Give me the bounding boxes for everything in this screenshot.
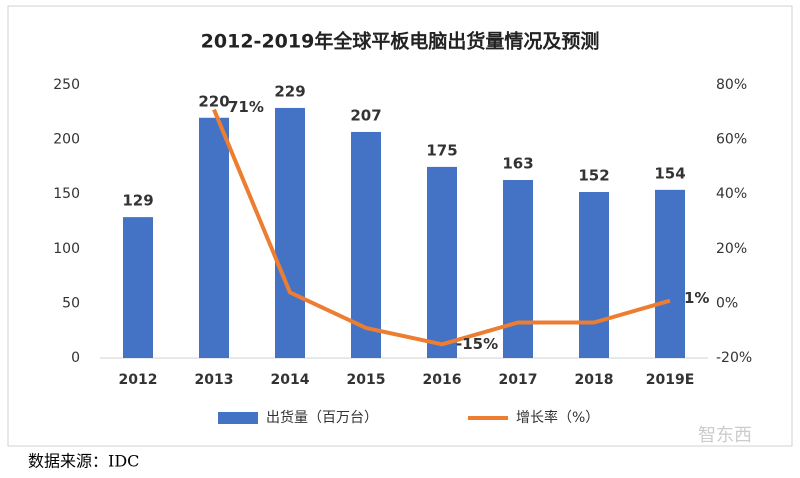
x-tick-label: 2019E — [646, 372, 695, 388]
bar-value-label: 229 — [274, 82, 305, 100]
y-tick-label: 150 — [53, 186, 80, 202]
legend-label: 出货量（百万台） — [266, 409, 378, 426]
bar-value-label: 154 — [654, 164, 685, 182]
line-value-label: 71% — [228, 98, 264, 116]
bar-value-label: 129 — [122, 192, 153, 210]
legend-label: 增长率（%） — [516, 409, 599, 426]
watermark: 智东西 — [698, 425, 752, 446]
y-tick-label: 200 — [53, 132, 80, 148]
bar-value-label: 220 — [198, 92, 229, 110]
bar-value-label: 152 — [578, 167, 609, 185]
y-tick-label: 250 — [53, 77, 80, 93]
x-tick-label: 2018 — [575, 372, 614, 388]
x-tick-label: 2015 — [347, 372, 386, 388]
bar-value-label: 175 — [426, 141, 457, 159]
y2-tick-label: 0% — [716, 295, 738, 311]
y2-tick-label: 20% — [716, 241, 747, 257]
x-tick-label: 2012 — [119, 372, 158, 388]
x-tick-label: 2017 — [499, 372, 538, 388]
bar — [503, 180, 533, 358]
bar-value-label: 207 — [350, 106, 381, 124]
y2-tick-label: 60% — [716, 132, 747, 148]
line-value-label: -15% — [456, 335, 498, 353]
y2-tick-label: 40% — [716, 186, 747, 202]
y2-tick-label: 80% — [716, 77, 747, 93]
bar — [275, 107, 305, 358]
x-tick-label: 2016 — [423, 372, 462, 388]
source-note: 数据来源：IDC — [28, 452, 139, 471]
y-tick-label: 0 — [71, 350, 80, 366]
y2-tick-label: -20% — [716, 350, 752, 366]
bar — [427, 166, 457, 358]
x-tick-label: 2013 — [195, 372, 234, 388]
line-value-label: 1% — [684, 289, 709, 307]
y-tick-label: 50 — [62, 295, 80, 311]
bar — [123, 217, 153, 358]
bar-value-label: 163 — [502, 155, 533, 173]
growth-line — [212, 108, 671, 347]
bar — [579, 192, 609, 358]
y-tick-label: 100 — [53, 241, 80, 257]
legend-swatch — [218, 412, 258, 424]
bar — [199, 117, 229, 358]
bar — [351, 131, 381, 358]
bar — [655, 189, 685, 358]
x-tick-label: 2014 — [271, 372, 310, 388]
chart-title: 2012-2019年全球平板电脑出货量情况及预测 — [201, 30, 600, 53]
